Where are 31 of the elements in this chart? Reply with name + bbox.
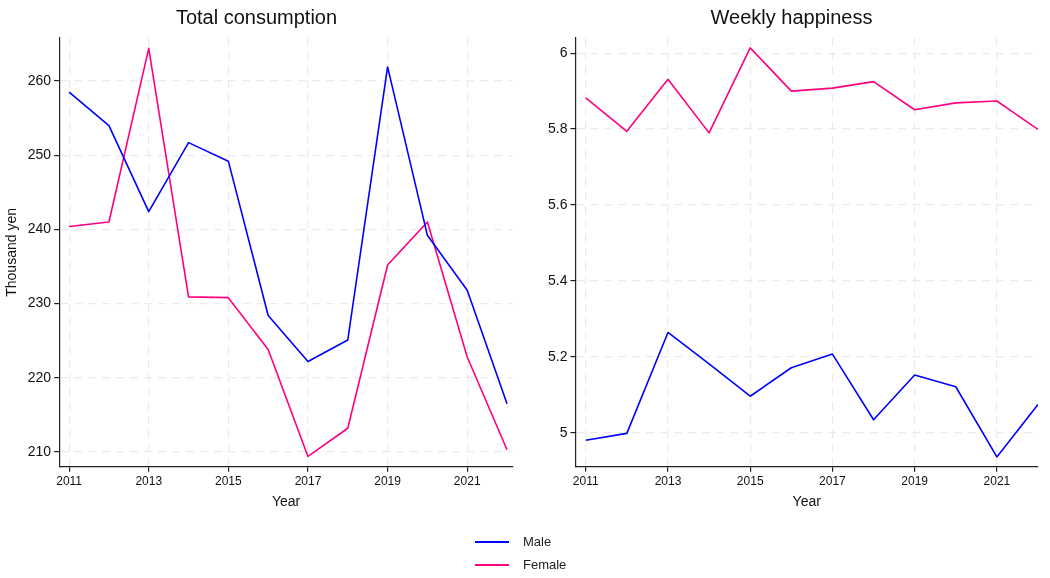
y-tick-label: 220 [27, 368, 52, 385]
x-tick-label: 2017 [819, 474, 847, 489]
x-tick-label: 2013 [135, 474, 163, 489]
chart-title: Weekly happiness [710, 5, 873, 28]
y-tick-label: 5 [559, 423, 568, 440]
y-tick-label: 240 [27, 220, 52, 237]
y-tick-label: 5.2 [547, 347, 568, 364]
x-tick-label: 2015 [215, 474, 243, 489]
y-tick-label: 230 [27, 294, 52, 311]
x-axis-title: Year [792, 493, 822, 510]
x-tick-label: 2021 [453, 474, 481, 489]
legend-label: Female [523, 557, 567, 572]
chart-title: Total consumption [175, 5, 338, 28]
legend-label: Male [523, 534, 552, 549]
x-tick-label: 2015 [736, 474, 764, 489]
x-tick-label: 2011 [56, 474, 83, 489]
x-tick-label: 2021 [983, 474, 1011, 489]
y-tick-label: 210 [27, 442, 52, 459]
x-tick-label: 2013 [654, 474, 682, 489]
x-tick-label: 2019 [901, 474, 929, 489]
y-axis-title: Thousand yen [3, 208, 20, 297]
y-tick-label: 5.4 [547, 271, 568, 288]
x-axis-title: Year [271, 493, 301, 510]
x-tick-label: 2017 [294, 474, 322, 489]
y-tick-label: 5.6 [547, 195, 568, 212]
y-tick-label: 5.8 [547, 119, 568, 136]
y-tick-label: 6 [559, 44, 568, 61]
x-tick-label: 2019 [374, 474, 402, 489]
x-tick-label: 2011 [572, 474, 599, 489]
y-tick-label: 250 [27, 146, 52, 163]
y-tick-label: 260 [27, 71, 52, 88]
